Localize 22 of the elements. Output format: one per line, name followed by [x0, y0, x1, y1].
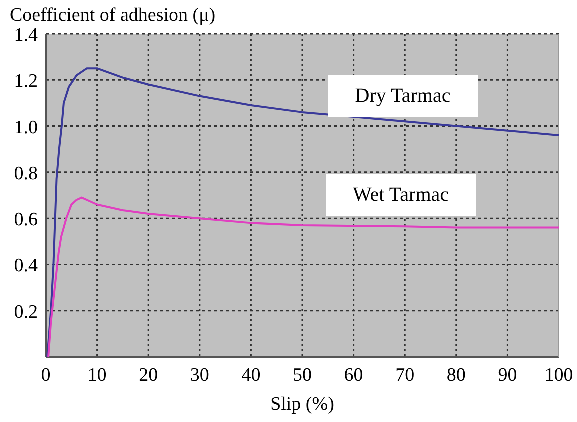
y-tick-label: 0.8 [14, 163, 38, 184]
y-tick-label: 0.2 [14, 302, 38, 323]
x-tick-label: 10 [88, 365, 107, 386]
x-tick-label: 0 [41, 365, 51, 386]
x-tick-label: 70 [396, 365, 415, 386]
y-tick-label: 1.2 [14, 71, 38, 92]
x-tick-label: 30 [190, 365, 210, 386]
y-tick-label: 1.4 [14, 25, 38, 46]
x-tick-label: 90 [498, 365, 518, 386]
x-tick-label: 60 [344, 365, 364, 386]
y-tick-label: 0.6 [14, 210, 38, 231]
x-axis-title: Slip (%) [270, 394, 334, 415]
x-tick-label: 100 [544, 365, 574, 386]
y-tick-label: 0.4 [14, 256, 38, 277]
x-tick-label: 80 [446, 365, 466, 386]
series-label: Wet Tarmac [352, 184, 450, 206]
y-axis-title: Coefficient of adhesion (μ) [10, 5, 216, 26]
x-tick-label: 50 [293, 365, 312, 386]
series-label: Dry Tarmac [355, 85, 451, 107]
x-tick-label: 40 [242, 365, 261, 386]
y-tick-label: 1.0 [14, 117, 38, 138]
x-tick-label: 20 [139, 365, 158, 386]
